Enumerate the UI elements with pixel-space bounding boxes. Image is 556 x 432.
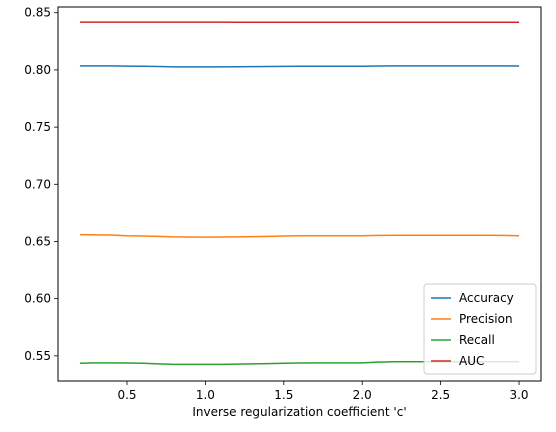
x-tick-label: 2.0: [353, 388, 372, 402]
y-tick-label: 0.55: [24, 349, 51, 363]
y-tick-label: 0.85: [24, 6, 51, 20]
y-tick-label: 0.65: [24, 234, 51, 248]
legend-label-accuracy: Accuracy: [459, 291, 514, 305]
x-tick-label: 1.5: [274, 388, 293, 402]
x-tick-label: 0.5: [117, 388, 136, 402]
plot-area: [79, 21, 520, 366]
x-tick-label: 3.0: [509, 388, 528, 402]
x-axis-label: Inverse regularization coefficient 'c': [192, 405, 406, 419]
legend: Accuracy Precision Recall AUC: [423, 283, 537, 375]
y-tick-label: 0.75: [24, 120, 51, 134]
y-axis: 0.55 0.60 0.65 0.70 0.75 0.80 0.85: [24, 6, 58, 363]
series-line-precision: [79, 233, 520, 238]
x-tick-label: 1.0: [196, 388, 215, 402]
y-tick-label: 0.80: [24, 63, 51, 77]
y-tick-label: 0.60: [24, 292, 51, 306]
legend-box: [423, 283, 537, 375]
legend-label-precision: Precision: [459, 312, 513, 326]
legend-label-auc: AUC: [459, 354, 484, 368]
axes-frame: [57, 6, 542, 382]
x-tick-label: 2.5: [431, 388, 450, 402]
y-tick-label: 0.70: [24, 177, 51, 191]
x-axis: 0.5 1.0 1.5 2.0 2.5 3.0: [117, 381, 529, 402]
series-line-accuracy: [79, 65, 520, 68]
legend-label-recall: Recall: [459, 333, 495, 347]
